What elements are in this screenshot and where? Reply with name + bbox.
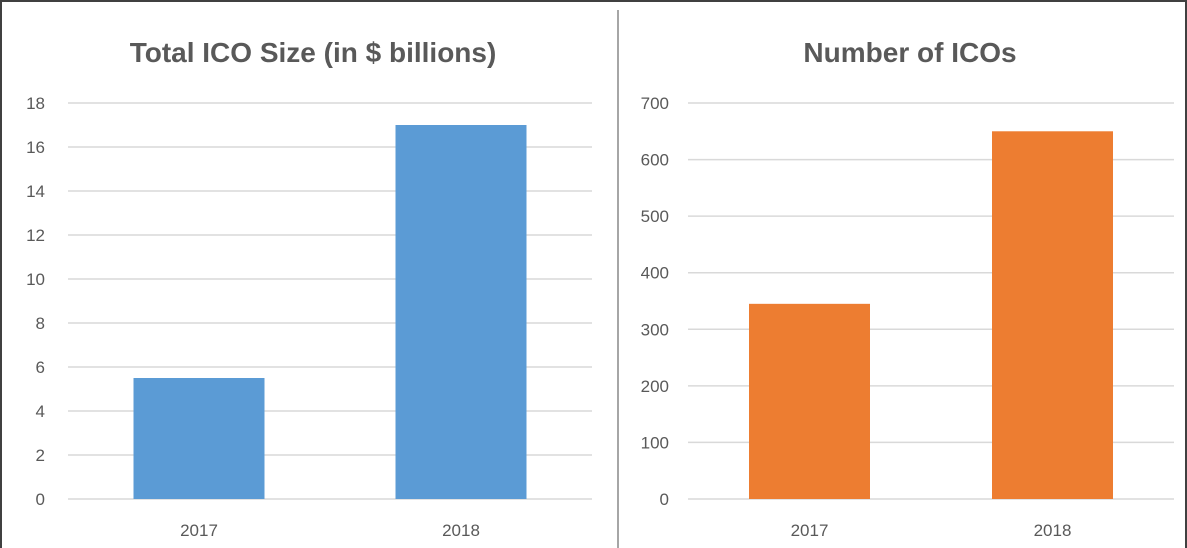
y-tick-label: 14: [26, 182, 45, 201]
bar-2018: [395, 125, 527, 499]
y-tick-label: 100: [641, 433, 669, 452]
y-tick-label: 2: [36, 446, 45, 465]
chart-ico-size: Total ICO Size (in $ billions) 0 2 4 6 8 10 12…: [26, 37, 592, 540]
y-tick-label: 8: [36, 314, 45, 333]
y-tick-label: 700: [641, 94, 669, 113]
chart-ico-count: Number of ICOs 0 100 200 300 400 500 600 700 20…: [641, 37, 1174, 540]
chart-title: Total ICO Size (in $ billions): [130, 37, 497, 68]
x-category-label: 2017: [180, 521, 218, 540]
y-tick-label: 18: [26, 94, 45, 113]
y-tick-label: 10: [26, 270, 45, 289]
y-tick-label: 500: [641, 207, 669, 226]
x-category-label: 2018: [1034, 521, 1072, 540]
y-tick-label: 4: [36, 402, 45, 421]
y-tick-label: 600: [641, 151, 669, 170]
y-tick-label: 0: [660, 490, 669, 509]
bar-2017: [133, 378, 265, 499]
y-tick-label: 400: [641, 264, 669, 283]
y-tick-label: 16: [26, 138, 45, 157]
y-tick-label: 0: [36, 490, 45, 509]
x-category-label: 2017: [791, 521, 829, 540]
bar-2017: [749, 303, 870, 499]
bar-2018: [992, 131, 1113, 500]
x-category-label: 2018: [442, 521, 480, 540]
chart-divider: [617, 10, 619, 548]
y-tick-label: 12: [26, 226, 45, 245]
y-tick-label: 200: [641, 377, 669, 396]
chart-title: Number of ICOs: [803, 37, 1016, 68]
y-tick-label: 300: [641, 320, 669, 339]
y-tick-label: 6: [36, 358, 45, 377]
